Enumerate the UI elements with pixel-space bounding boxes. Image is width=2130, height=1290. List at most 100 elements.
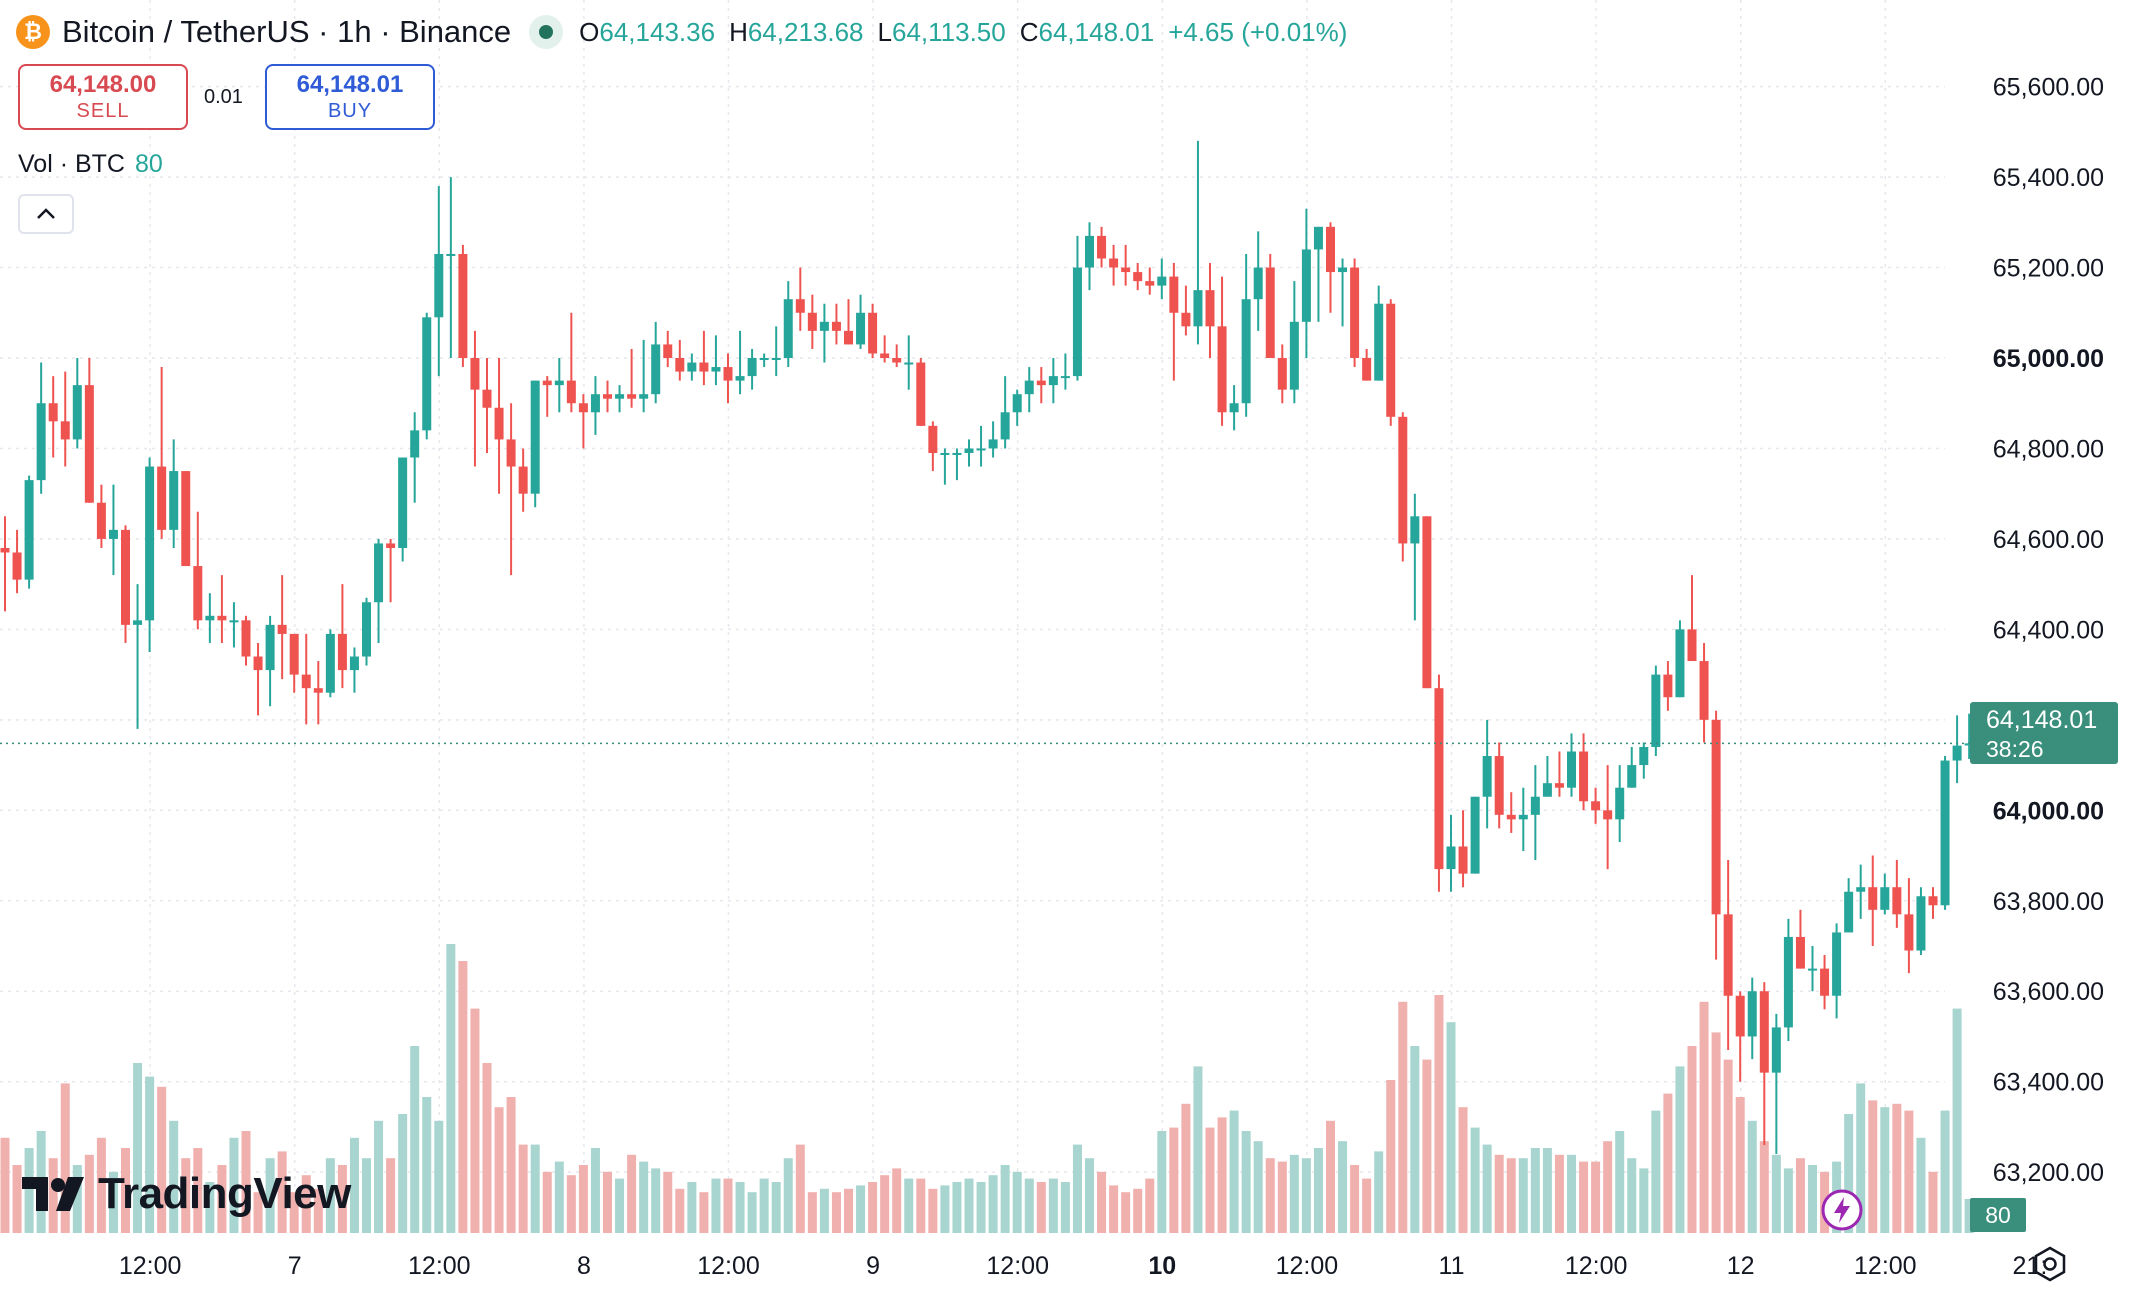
candle-body [1542, 783, 1552, 797]
candle-body [12, 552, 22, 580]
volume-bar [530, 1144, 540, 1233]
tradingview-logo[interactable]: TradingView [22, 1164, 351, 1224]
candle [1735, 991, 1745, 1082]
candle-body [24, 480, 34, 580]
candle-body [84, 385, 94, 503]
candle-body [1723, 914, 1733, 996]
candle [1277, 344, 1287, 404]
volume-bar [337, 1165, 347, 1233]
chart-settings-icon[interactable] [2030, 1244, 2070, 1284]
candle [72, 358, 82, 449]
candle [916, 358, 926, 426]
volume-bar [470, 1008, 480, 1233]
candle [1928, 887, 1938, 919]
volume-bar [1313, 1148, 1323, 1233]
candle [1193, 140, 1203, 345]
candle [1036, 367, 1046, 404]
candle [928, 421, 938, 472]
volume-bar [590, 1148, 600, 1233]
candle [603, 380, 612, 413]
candle [506, 403, 516, 576]
candle [1832, 923, 1842, 1019]
volume-bar [1181, 1103, 1191, 1233]
candle-body [795, 299, 805, 313]
time-axis[interactable]: 12:00 7 12:00 8 12:00 9 12:00 10 12:00 11 12:00 12 1… [119, 1252, 2047, 1280]
candle-body [578, 403, 588, 413]
volume-bar [880, 1175, 890, 1233]
candle-body [1663, 674, 1673, 698]
candle [410, 412, 420, 503]
candle-body [554, 380, 564, 386]
sell-price: 64,148.00 [49, 71, 157, 98]
candle-body [470, 358, 480, 390]
buy-button[interactable]: 64,148.01 BUY [265, 64, 435, 130]
volume-bar [952, 1182, 962, 1233]
volume-bar [1338, 1141, 1348, 1233]
candle [1856, 864, 1866, 919]
volume-bar [1518, 1158, 1528, 1233]
candle [1326, 222, 1335, 313]
price-change: +4.65 (+0.01%) [1168, 16, 1348, 47]
candle [711, 335, 721, 386]
candle [1542, 756, 1552, 797]
candle-body [1157, 276, 1167, 286]
market-open-icon [529, 15, 564, 49]
candle-body [133, 620, 143, 625]
price-axis[interactable]: 65,600.00 65,400.00 65,200.00 65,000.00 64,8… [1993, 74, 2104, 1188]
volume-bar [1097, 1171, 1107, 1233]
candle-body [410, 430, 420, 458]
candle-body [530, 380, 540, 494]
x-tick-label: 12:00 [408, 1252, 471, 1280]
candle-body [1759, 991, 1769, 1073]
candle [313, 661, 323, 725]
ohlc-close: C64,148.01 [1019, 16, 1155, 47]
candle-body [1603, 810, 1613, 820]
volume-bar [482, 1063, 492, 1233]
candle-body [1470, 796, 1480, 874]
candle [759, 353, 769, 368]
candle-body [735, 376, 745, 381]
candle-body [1060, 376, 1070, 379]
volume-bar [1723, 1059, 1733, 1233]
candle [627, 348, 637, 408]
candle [1181, 285, 1191, 336]
volume-bar [1627, 1158, 1637, 1233]
volume-bar [494, 1107, 504, 1233]
candle-body [36, 403, 46, 481]
candle-body [1579, 751, 1589, 802]
candle-body [1205, 290, 1215, 327]
volume-bar [48, 1158, 58, 1233]
volume-bar [603, 1171, 612, 1233]
candle-body [337, 633, 347, 671]
symbol-title[interactable]: Bitcoin / TetherUS · 1h · Binance [62, 14, 512, 49]
candle-body [1422, 516, 1432, 689]
collapse-legend-button[interactable] [18, 194, 74, 234]
candle-body [759, 358, 769, 360]
candle [205, 593, 215, 643]
volume-bar [1350, 1165, 1360, 1233]
candle [530, 380, 540, 508]
candle-body [1229, 403, 1239, 413]
candle [639, 339, 649, 413]
candle [1000, 376, 1010, 449]
candle [325, 629, 335, 698]
candle [1494, 742, 1504, 829]
candle-body [1181, 312, 1191, 327]
candle [1289, 281, 1299, 404]
volume-legend[interactable]: Vol · BTC 80 [18, 150, 163, 179]
candle-body [217, 615, 227, 621]
lightning-icon[interactable] [1820, 1188, 1864, 1232]
volume-bar [446, 944, 456, 1233]
candle [1627, 746, 1637, 788]
sell-button[interactable]: 64,148.00 SELL [18, 64, 188, 130]
bar-countdown: 38:26 [1986, 736, 2044, 762]
candle [542, 376, 552, 417]
candle-body [229, 620, 239, 623]
volume-bar [1326, 1120, 1335, 1233]
volume-bar [1579, 1161, 1589, 1233]
volume-bar [904, 1178, 914, 1233]
candle [1157, 258, 1167, 300]
candle-body [1795, 936, 1805, 969]
candle [217, 575, 227, 643]
